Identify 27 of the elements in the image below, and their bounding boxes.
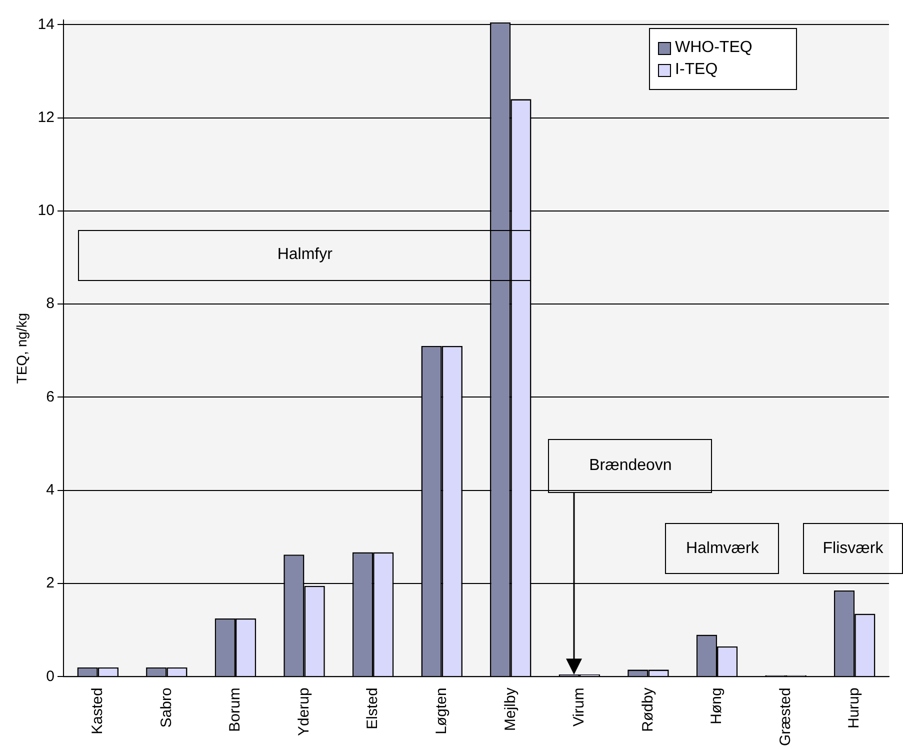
x-tick-label: Græsted bbox=[776, 688, 794, 746]
x-tick-label: Mejlby bbox=[502, 687, 519, 732]
x-tick-label: Virum bbox=[570, 688, 588, 727]
y-tick-label: 2 bbox=[46, 574, 54, 592]
annotation: Halmfyr bbox=[78, 230, 532, 281]
y-tick-label: 0 bbox=[46, 668, 54, 685]
x-tick-label: Høng bbox=[708, 688, 726, 724]
y-tick-label: 10 bbox=[38, 202, 54, 220]
annotation: Flisværk bbox=[803, 522, 903, 574]
annotation: Brændeovn bbox=[548, 439, 712, 493]
y-tick-label: 4 bbox=[46, 482, 54, 499]
y-tick-label: 12 bbox=[38, 108, 54, 126]
y-tick-label: 14 bbox=[38, 16, 54, 33]
x-tick-label: Løgten bbox=[432, 688, 450, 734]
legend-label: WHO-TEQ bbox=[675, 39, 752, 57]
y-tick-label: 6 bbox=[46, 388, 54, 406]
annotation: Halmværk bbox=[665, 522, 780, 574]
x-tick-label: Kasted bbox=[89, 688, 106, 734]
legend-label: I-TEQ bbox=[675, 61, 718, 79]
x-tick-label: Rødby bbox=[639, 687, 656, 732]
x-tick-label: Hurup bbox=[846, 688, 863, 729]
x-tick-label: Yderup bbox=[295, 688, 312, 736]
x-tick-label: Sabro bbox=[158, 688, 175, 728]
y-axis-title: TEQ, ng/kg bbox=[13, 312, 30, 384]
x-tick-label: Elsted bbox=[364, 688, 382, 730]
x-tick-label: Borum bbox=[226, 688, 244, 732]
y-tick-label: 8 bbox=[46, 295, 54, 312]
